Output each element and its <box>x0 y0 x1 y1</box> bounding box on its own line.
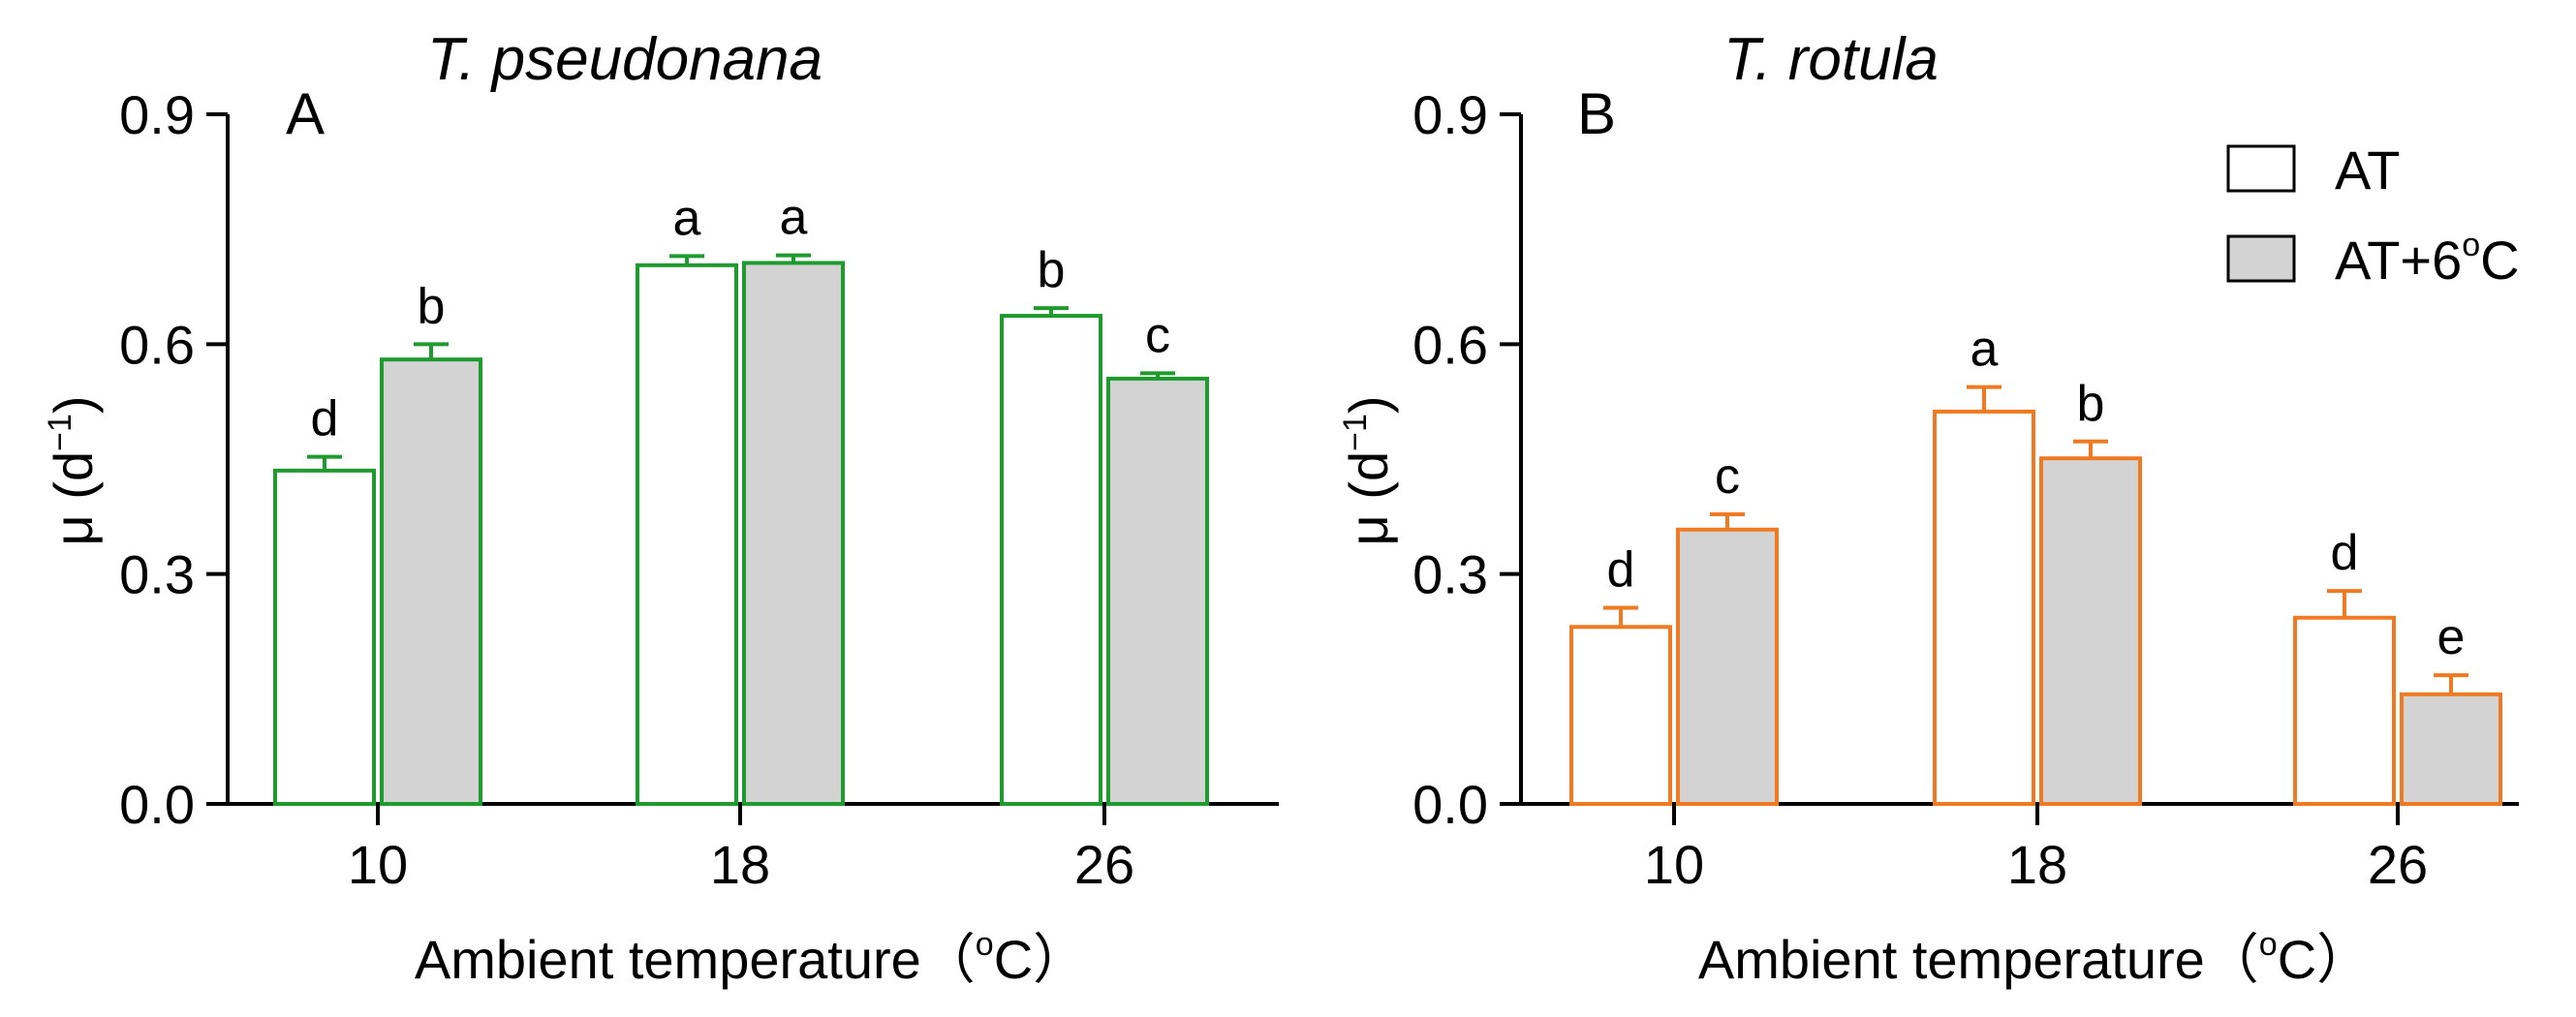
legend-label-at: AT <box>2335 139 2400 200</box>
legend-swatch-at-plus-6 <box>2226 234 2296 283</box>
bar-at <box>636 262 738 806</box>
chart-title: T. pseudonana <box>427 26 822 93</box>
bar-at <box>1000 314 1102 806</box>
x-axis-label: Ambient temperature（oC） <box>415 926 1087 990</box>
x-tick-label: 18 <box>710 834 770 895</box>
panel-b: T. rotula B 0.0 0.3 0.6 0.9 μ (d−1) 10 18 26 Ambie… <box>1337 26 2519 990</box>
y-axis-label-close: ) <box>43 395 104 414</box>
significance-letter: c <box>1715 448 1740 505</box>
bar-at-plus-6 <box>1106 376 1209 806</box>
x-axis-label-sup: o <box>976 926 994 963</box>
legend-swatch-at <box>2226 144 2296 193</box>
y-tick-label: 0.9 <box>119 84 195 145</box>
x-axis-label: Ambient temperature（oC） <box>1698 926 2371 990</box>
x-axis-label-sup: o <box>2259 926 2278 963</box>
x-axis-label-main: Ambient temperature <box>415 929 921 990</box>
x-tick-label: 26 <box>1074 834 1134 895</box>
x-tick-label: 10 <box>1644 834 1704 895</box>
bar-at <box>1933 409 2035 806</box>
significance-letter: a <box>780 190 808 246</box>
panel-a: T. pseudonana A 0.0 0.3 0.6 0.9 μ (d−1) 10 18 26 A… <box>42 26 1279 990</box>
x-tick-label: 10 <box>348 834 408 895</box>
y-axis-label: μ (d−1) <box>1337 395 1399 545</box>
x-axis-label-main: Ambient temperature <box>1698 929 2205 990</box>
significance-letter: e <box>2437 609 2466 665</box>
legend-label-end: C <box>2480 230 2519 291</box>
y-tick-label: 0.0 <box>1412 774 1488 835</box>
y-axis-label-main: μ (d <box>43 451 104 546</box>
legend-label-main: AT+6 <box>2335 230 2462 291</box>
y-axis-label-sup: −1 <box>1337 414 1374 451</box>
y-axis-label: μ (d−1) <box>42 395 104 545</box>
bar-at-plus-6 <box>1676 527 1779 806</box>
y-tick-label: 0.6 <box>1412 314 1488 375</box>
significance-letter: d <box>2331 525 2359 581</box>
significance-letter: c <box>1145 307 1170 363</box>
significance-letter: b <box>1038 242 1066 298</box>
chart-title: T. rotula <box>1723 26 1939 93</box>
x-tick-label: 18 <box>2007 834 2067 895</box>
significance-letter: a <box>673 190 701 246</box>
legend: AT AT+6oC <box>2226 139 2520 291</box>
bar-at-plus-6 <box>380 357 482 806</box>
panel-label: A <box>286 81 325 146</box>
bar-at <box>1569 625 1672 807</box>
bar-at-plus-6 <box>742 261 845 806</box>
y-tick-label: 0.9 <box>1412 84 1488 145</box>
x-axis-label-rest: C） <box>994 929 1087 990</box>
significance-letter: b <box>2077 376 2105 432</box>
y-tick-label: 0.6 <box>119 314 195 375</box>
panel-label: B <box>1577 81 1616 146</box>
y-tick-label: 0.3 <box>119 544 195 605</box>
bar-at-plus-6 <box>2039 456 2142 806</box>
x-tick-label: 26 <box>2368 834 2428 895</box>
y-axis-label-main: μ (d <box>1338 451 1399 546</box>
bar-at <box>2293 615 2396 807</box>
y-tick-label: 0.0 <box>119 774 195 835</box>
significance-letter: b <box>418 278 446 334</box>
y-axis-label-close: ) <box>1338 395 1399 414</box>
x-axis-label-open: （ <box>2205 929 2259 990</box>
significance-letter: d <box>311 391 339 447</box>
bar-at <box>273 468 376 806</box>
legend-label-sup: o <box>2462 227 2480 263</box>
y-axis-label-sup: −1 <box>42 414 78 451</box>
x-axis-label-open: （ <box>921 929 976 990</box>
bar-at-plus-6 <box>2400 692 2502 806</box>
y-tick-label: 0.3 <box>1412 544 1488 605</box>
legend-label-at-plus-6: AT+6oC <box>2335 227 2520 291</box>
x-axis-label-rest: C） <box>2278 929 2371 990</box>
significance-letter: d <box>1607 541 1635 598</box>
significance-letter: a <box>1971 322 1999 378</box>
